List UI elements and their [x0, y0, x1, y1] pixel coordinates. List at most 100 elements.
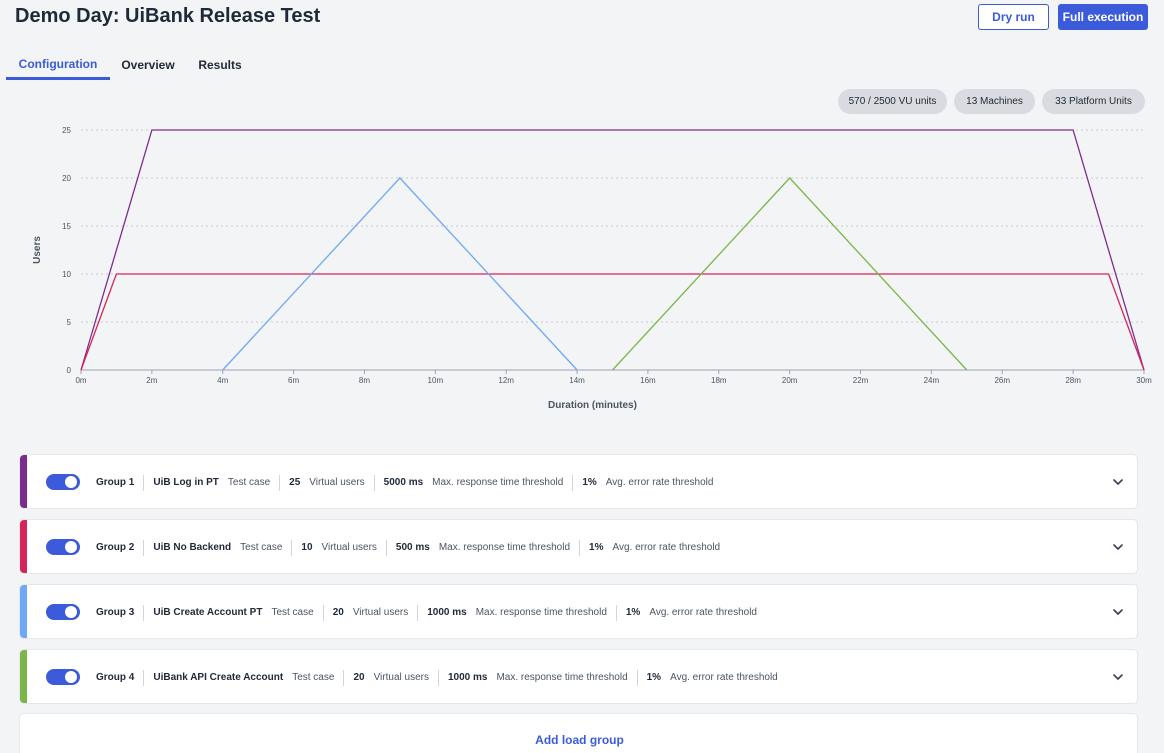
page-header: Demo Day: UiBank Release Test Dry run Fu… — [0, 0, 1164, 38]
group-color-stripe — [20, 520, 27, 573]
full-execution-button[interactable]: Full execution — [1058, 4, 1148, 30]
series-line-3 — [222, 177, 578, 371]
group-name: Group 3 — [96, 607, 135, 618]
group-enabled-toggle[interactable] — [46, 669, 80, 685]
divider — [143, 669, 145, 686]
divider — [385, 539, 387, 556]
group-color-stripe — [20, 650, 27, 703]
y-tick-label: 0 — [67, 366, 72, 375]
toggle-knob — [65, 606, 77, 618]
group-color-stripe — [20, 455, 27, 508]
group-summary: Group 4 UiBank API Create Account Test cas… — [96, 650, 778, 703]
error-rate-label: Avg. error rate threshold — [670, 672, 778, 683]
error-rate-value: 1% — [589, 542, 604, 553]
x-tick-label: 30m — [1136, 376, 1152, 385]
x-tick-label: 18m — [711, 376, 727, 385]
vu-units-badge: 570 / 2500 VU units — [838, 89, 947, 114]
virtual-users-value: 20 — [332, 607, 344, 618]
divider — [322, 604, 324, 621]
divider — [143, 539, 145, 556]
virtual-users-label: Virtual users — [309, 477, 365, 488]
divider — [373, 474, 375, 491]
y-tick-label: 10 — [62, 270, 71, 279]
max-response-time-label: Max. response time threshold — [496, 672, 628, 683]
max-response-time-value: 1000 ms — [427, 607, 467, 618]
divider — [343, 669, 345, 686]
divider — [143, 474, 145, 491]
load-group-card[interactable]: Group 3 UiB Create Account PT Test case 20 V… — [19, 584, 1138, 639]
platform-units-badge: 33 Platform Units — [1042, 89, 1145, 114]
toggle-knob — [65, 476, 77, 488]
chevron-down-icon[interactable] — [1111, 540, 1125, 554]
divider — [437, 669, 439, 686]
x-tick-label: 2m — [146, 376, 157, 385]
y-tick-label: 15 — [62, 222, 71, 231]
series-line-1 — [80, 129, 1145, 371]
y-axis-label: Users — [32, 236, 43, 264]
error-rate-label: Avg. error rate threshold — [605, 477, 714, 488]
load-group-card[interactable]: Group 1 UiB Log in PT Test case 25 Virtual u… — [19, 454, 1138, 509]
test-case-name: UiB Create Account PT — [153, 607, 263, 618]
x-tick-label: 24m — [924, 376, 940, 385]
max-response-time-label: Max. response time threshold — [432, 477, 564, 488]
error-rate-value: 1% — [582, 477, 597, 488]
y-tick-label: 20 — [62, 174, 71, 183]
y-tick-label: 5 — [67, 318, 72, 327]
x-tick-label: 16m — [640, 376, 656, 385]
test-case-name: UiB No Backend — [153, 542, 232, 553]
max-response-time-label: Max. response time threshold — [475, 607, 607, 618]
machines-badge: 13 Machines — [954, 89, 1035, 114]
group-summary: Group 2 UiB No Backend Test case 10 Virtual … — [96, 520, 721, 573]
test-case-label: Test case — [227, 477, 271, 488]
test-case-name: UiB Log in PT — [153, 477, 219, 488]
group-name: Group 1 — [96, 477, 135, 488]
max-response-time-value: 1000 ms — [447, 672, 488, 683]
x-tick-label: 20m — [782, 376, 798, 385]
add-load-group-button[interactable]: Add load group — [535, 733, 624, 747]
error-rate-label: Avg. error rate threshold — [649, 607, 757, 618]
load-group-card[interactable]: Group 4 UiBank API Create Account Test cas… — [19, 649, 1138, 704]
dry-run-button[interactable]: Dry run — [978, 4, 1049, 30]
x-tick-label: 8m — [359, 376, 370, 385]
chevron-down-icon[interactable] — [1111, 475, 1125, 489]
virtual-users-value: 25 — [289, 477, 301, 488]
virtual-users-label: Virtual users — [321, 542, 377, 553]
virtual-users-value: 10 — [301, 542, 313, 553]
series-line-4 — [612, 177, 968, 371]
x-tick-label: 26m — [994, 376, 1010, 385]
group-name: Group 2 — [96, 542, 135, 553]
error-rate-value: 1% — [646, 672, 662, 683]
x-axis-label: Duration (minutes) — [548, 400, 637, 411]
tab-results[interactable]: Results — [198, 58, 242, 72]
group-enabled-toggle[interactable] — [46, 604, 80, 620]
divider — [279, 474, 281, 491]
chevron-down-icon[interactable] — [1111, 670, 1125, 684]
x-tick-label: 12m — [498, 376, 514, 385]
x-tick-label: 28m — [1065, 376, 1081, 385]
x-tick-label: 4m — [217, 376, 228, 385]
toggle-knob — [65, 541, 77, 553]
add-load-group-card: Add load group — [19, 713, 1138, 753]
virtual-users-value: 20 — [353, 672, 365, 683]
group-enabled-toggle[interactable] — [46, 539, 80, 555]
tab-bar: Configuration Overview Results — [0, 50, 300, 80]
load-group-card[interactable]: Group 2 UiB No Backend Test case 10 Virtual … — [19, 519, 1138, 574]
test-case-label: Test case — [240, 542, 283, 553]
divider — [636, 669, 638, 686]
chevron-down-icon[interactable] — [1111, 605, 1125, 619]
divider — [291, 539, 293, 556]
group-name: Group 4 — [96, 672, 135, 683]
error-rate-label: Avg. error rate threshold — [612, 542, 721, 553]
tab-overview[interactable]: Overview — [121, 58, 175, 72]
divider — [572, 474, 574, 491]
load-profile-chart: 0 5 10 15 20 25 0m 2m 4m 6m 8m 10m 12m 14m 16m 18m 20m 22… — [32, 126, 1152, 411]
error-rate-value: 1% — [625, 607, 641, 618]
group-enabled-toggle[interactable] — [46, 474, 80, 490]
max-response-time-label: Max. response time threshold — [438, 542, 571, 553]
group-summary: Group 3 UiB Create Account PT Test case 20 V… — [96, 585, 757, 638]
tab-configuration[interactable]: Configuration — [6, 50, 110, 80]
group-summary: Group 1 UiB Log in PT Test case 25 Virtual u… — [96, 455, 714, 508]
test-case-name: UiBank API Create Account — [153, 672, 284, 683]
divider — [417, 604, 419, 621]
